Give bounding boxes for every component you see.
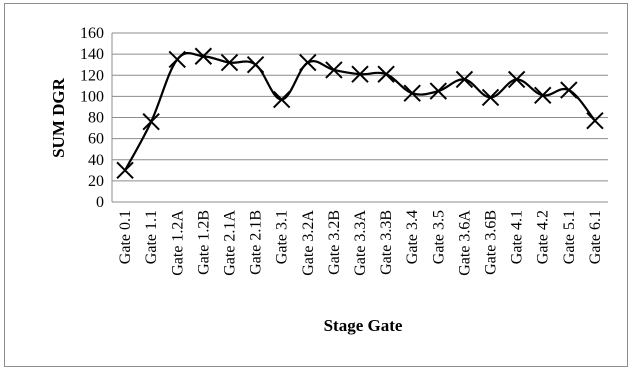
x-tick-label: Gate 3.3B [378,210,395,275]
x-tick-label: Gate 6.1 [587,210,604,264]
data-point-marker [168,50,186,69]
data-point-marker [116,161,134,180]
x-tick-label: Gate 2.1A [221,210,238,276]
y-tick-label: 0 [96,194,104,211]
marker-stroke [586,111,604,130]
y-tick-label: 20 [88,173,104,190]
data-point-marker [534,86,552,105]
data-point-marker [586,111,604,130]
data-point-marker [507,70,526,89]
x-tick-label: Gate 3.6B [483,210,500,275]
x-tick-label: Gate 3.1 [274,210,291,264]
marker-stroke [507,70,526,89]
marker-stroke [272,90,291,109]
data-point-marker [403,84,421,102]
x-tick-label: Gate 3.4 [404,210,421,264]
marker-stroke [116,161,134,180]
y-tick-label: 140 [80,46,104,63]
y-tick-label: 160 [80,25,104,42]
x-tick-label: Gate 4.1 [509,210,526,264]
marker-stroke [194,47,213,65]
y-tick-label: 60 [88,131,104,148]
data-point-marker [325,61,343,79]
marker-stroke [534,86,552,105]
data-point-marker [377,65,395,83]
marker-stroke [351,65,369,83]
y-tick-label: 40 [88,152,104,169]
y-tick-label: 100 [80,88,104,105]
data-point-marker [220,53,239,72]
marker-stroke [377,65,395,83]
x-axis-title: Stage Gate [324,316,403,335]
data-point-marker [481,88,500,107]
y-axis-title: SUM DGR [49,77,68,158]
x-tick-label: Gate 1.2A [169,210,186,276]
marker-stroke [429,82,448,100]
x-tick-label: Gate 5.1 [561,210,578,264]
marker-stroke [220,53,239,72]
y-tick-label: 80 [88,110,104,127]
marker-stroke [142,113,160,131]
x-tick-label: Gate 3.2B [326,210,343,275]
data-point-marker [299,53,317,72]
data-point-marker [246,55,265,74]
x-tick-label: Gate 0.1 [117,210,134,264]
marker-stroke [325,61,343,79]
series-line [124,51,596,171]
x-tick-labels: Gate 0.1 Gate 1.1 Gate 1.2A Gate 1.2B Gate 2… [117,210,604,276]
x-tick-label: Gate 1.1 [143,210,160,264]
marker-stroke [481,88,500,107]
y-tick-label: 120 [80,67,104,84]
data-point-marker [272,90,291,109]
marker-stroke [168,50,186,69]
y-tick-labels: 0 20 40 60 80 100 120 140 160 [80,25,104,211]
x-tick-label: Gate 4.2 [535,210,552,264]
marker-stroke [455,70,474,89]
x-tick-label: Gate 3.5 [430,210,447,264]
gridlines [111,32,608,203]
data-point-marker [429,82,448,100]
marker-stroke [560,81,578,99]
x-tick-label: Gate 3.2A [300,210,317,276]
data-point-marker [351,65,369,83]
chart-frame [4,3,628,367]
data-point-marker [142,113,160,131]
x-tick-label: Gate 1.2B [195,210,212,275]
marker-stroke [403,84,421,102]
marker-stroke [299,53,317,72]
data-point-marker [194,47,213,65]
x-tick-label: Gate 3.3A [352,210,369,276]
x-tick-label: Gate 2.1B [248,210,265,275]
marker-stroke [246,55,265,74]
data-markers [116,47,604,180]
data-point-marker [560,81,578,99]
data-point-marker [455,70,474,89]
x-tick-label: Gate 3.6A [456,210,473,276]
